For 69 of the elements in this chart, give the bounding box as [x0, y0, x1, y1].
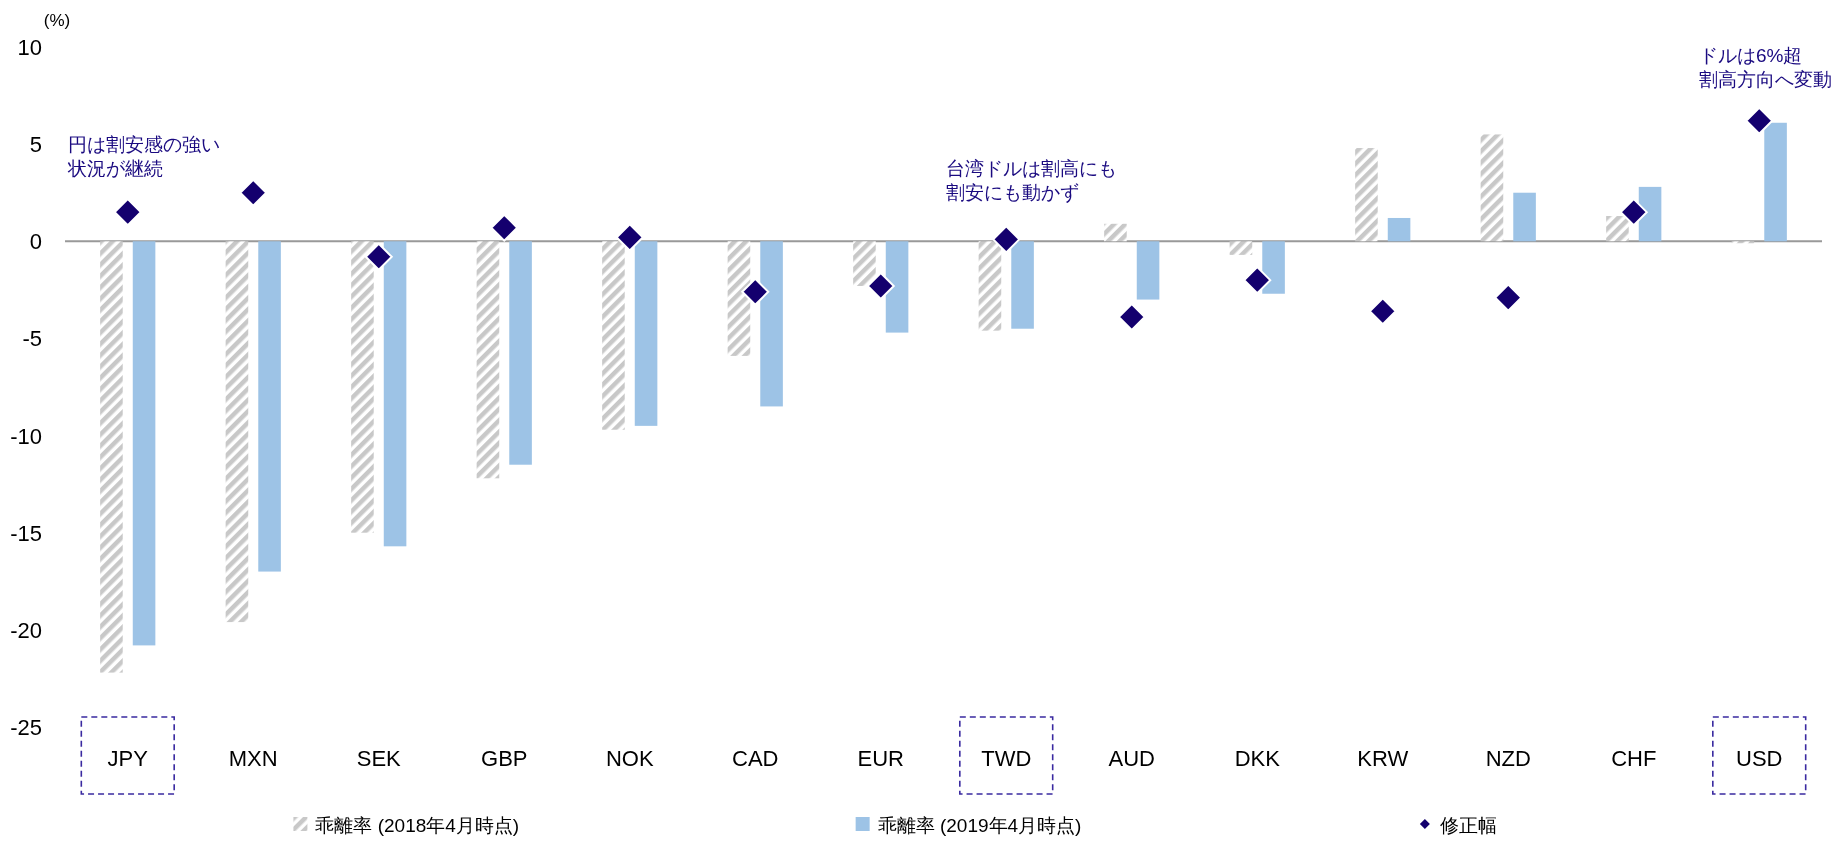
bar: [383, 241, 407, 547]
annotation: 台湾ドルは割高にも割安にも動かず: [946, 157, 1118, 203]
bar: [258, 241, 281, 572]
y-tick-label: -25: [10, 715, 42, 740]
bar: [727, 241, 751, 356]
x-tick-label: EUR: [857, 746, 904, 771]
bar: [1104, 223, 1127, 242]
x-tick-label: TWD: [981, 746, 1032, 771]
bar: [885, 241, 909, 333]
point: [866, 271, 895, 300]
x-tick-label: CHF: [1611, 746, 1657, 771]
bar: [1606, 216, 1629, 242]
y-tick-label: -10: [10, 423, 42, 449]
bar: [1764, 122, 1787, 242]
point: [1619, 198, 1648, 227]
point: [615, 223, 644, 252]
y-tick-label: -20: [10, 617, 42, 643]
bar: [1513, 192, 1536, 242]
bar: [1387, 217, 1411, 242]
y-tick-label: 10: [17, 35, 42, 60]
bar: [225, 241, 249, 623]
point: [1745, 106, 1774, 135]
annotation: 円は割安感の強い状況が継続: [66, 134, 220, 180]
x-tick-label: JPY: [107, 746, 149, 771]
bar: [1480, 134, 1504, 242]
legend-label: 乖離率 (2018年4月時点): [315, 815, 520, 836]
bar: [1262, 241, 1285, 294]
bar: [476, 241, 500, 479]
x-tick-label: DKK: [1234, 746, 1281, 771]
y-tick-label: -5: [22, 326, 42, 352]
bar: [100, 241, 123, 673]
annotation: ドルは6%超割高方向へ変動: [1699, 44, 1833, 90]
bar: [1136, 241, 1160, 300]
point: [1368, 297, 1397, 326]
y-tick-label: 0: [29, 229, 42, 255]
legend-label: 修正幅: [1439, 815, 1497, 836]
point: [1243, 266, 1272, 295]
point: [1494, 283, 1523, 312]
x-tick-label: AUD: [1108, 746, 1155, 771]
bar: [853, 241, 876, 286]
bar: [351, 241, 374, 533]
x-tick-label: NOK: [605, 746, 654, 771]
y-axis-title: (%): [43, 11, 71, 30]
x-tick-label: KRW: [1357, 746, 1409, 771]
point: [239, 178, 268, 207]
x-tick-label: CAD: [732, 746, 779, 771]
x-tick-label: MXN: [228, 746, 278, 771]
point: [364, 242, 393, 271]
bar: [509, 241, 532, 465]
bar: [132, 241, 156, 646]
point: [1117, 303, 1146, 332]
x-tick-label: GBP: [481, 746, 528, 771]
bar: [978, 241, 1002, 331]
bar: [1355, 148, 1378, 242]
legend-label: 乖離率 (2019年4月時点): [877, 815, 1082, 836]
bar: [1229, 241, 1253, 255]
point: [113, 198, 142, 227]
point: [992, 225, 1021, 254]
bar: [1011, 241, 1034, 329]
point: [741, 277, 770, 306]
y-tick-label: -15: [10, 520, 42, 546]
y-tick-label: 5: [29, 132, 42, 158]
bar: [760, 241, 783, 407]
x-tick-label: NZD: [1485, 746, 1531, 771]
bar: [602, 241, 625, 430]
x-tick-label: USD: [1736, 746, 1783, 771]
point: [490, 213, 519, 242]
x-tick-label: SEK: [356, 746, 402, 771]
bar: [634, 241, 658, 426]
